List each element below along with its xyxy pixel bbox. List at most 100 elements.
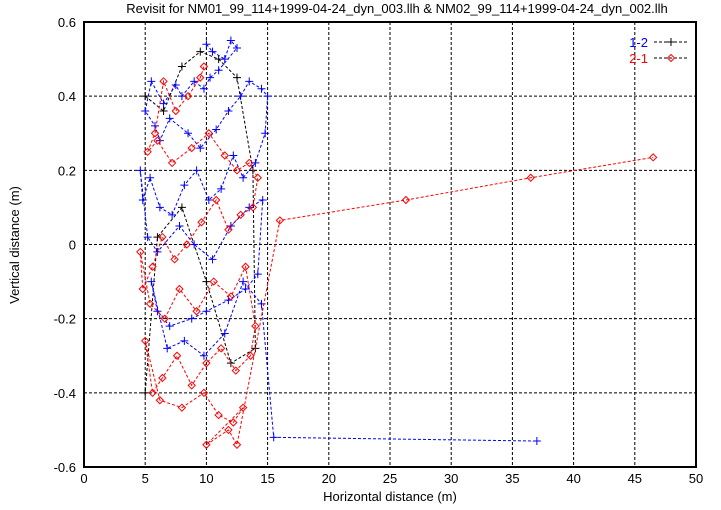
data-point [233, 43, 241, 52]
data-point [158, 232, 167, 242]
data-point [239, 173, 248, 182]
y-tick-label: 0.2 [58, 163, 76, 178]
data-point [199, 351, 208, 360]
data-point [136, 247, 145, 257]
series-connector [141, 47, 260, 397]
series-1-2 [136, 36, 541, 446]
data-point [150, 121, 159, 130]
data-point [180, 181, 189, 190]
data-point [165, 114, 174, 123]
data-point [196, 144, 205, 153]
data-point [212, 125, 221, 134]
data-point [175, 284, 184, 294]
data-point [163, 344, 172, 353]
data-point [248, 166, 257, 175]
data-point [246, 351, 255, 360]
data-point [231, 366, 240, 375]
data-point [224, 225, 233, 234]
data-point [153, 136, 162, 145]
data-point [211, 195, 221, 205]
data-point [202, 307, 211, 316]
data-point [648, 153, 658, 162]
data-point [148, 262, 157, 271]
y-tick-label: 0.6 [58, 15, 76, 30]
data-point [167, 158, 177, 168]
x-tick-label: 20 [322, 471, 336, 486]
data-point [232, 440, 242, 449]
data-point [171, 81, 180, 90]
data-point [177, 62, 186, 71]
data-point [141, 388, 150, 397]
x-tick-label: 40 [566, 471, 580, 486]
data-point [216, 344, 226, 353]
data-point [145, 299, 155, 309]
data-point [208, 255, 217, 264]
x-tick-label: 35 [505, 471, 519, 486]
data-point [165, 322, 174, 331]
x-tick-label: 45 [628, 471, 642, 486]
data-point [148, 388, 157, 398]
data-point [401, 195, 411, 205]
data-point [202, 358, 211, 368]
data-point [248, 203, 258, 212]
y-axis-label: Vertical distance (m) [7, 186, 22, 304]
data-point [233, 73, 241, 82]
data-point [245, 77, 254, 86]
series-line [139, 39, 537, 442]
data-point [220, 55, 229, 64]
data-point [141, 107, 150, 115]
data-point [143, 233, 152, 242]
data-point [196, 73, 205, 82]
data-point [180, 336, 189, 345]
data-point [224, 425, 233, 435]
data-point [229, 418, 238, 427]
chart-title: Revisit for NM01_99_114+1999-04-24_dyn_0… [126, 1, 668, 16]
data-point [202, 277, 211, 286]
data-point [226, 36, 235, 45]
data-point [177, 403, 187, 412]
data-point [236, 210, 245, 220]
data-point [526, 173, 535, 182]
x-axis-label: Horizontal distance (m) [323, 489, 457, 504]
y-tick-label: -0.4 [54, 386, 76, 401]
data-point [153, 307, 162, 316]
series-line [144, 51, 256, 393]
data-point [236, 92, 245, 101]
data-point [229, 151, 238, 160]
data-point [269, 433, 278, 442]
data-point [155, 203, 164, 212]
data-point [257, 84, 266, 93]
data-point [226, 292, 236, 301]
data-point [143, 147, 152, 156]
data-point [153, 233, 162, 242]
data-point [147, 77, 156, 86]
data-point [171, 106, 181, 116]
data-point [196, 47, 205, 56]
data-point [138, 284, 147, 294]
data-point [138, 196, 147, 204]
data-point [253, 173, 263, 182]
data-point [202, 40, 211, 49]
data-point [245, 158, 254, 168]
legend-marker [667, 38, 675, 46]
data-point [172, 351, 182, 360]
data-point [153, 247, 162, 256]
data-point [170, 255, 179, 264]
y-tick-label: -0.2 [54, 312, 76, 327]
plot-frame [83, 21, 697, 468]
data-point [197, 218, 206, 227]
data-point [241, 262, 250, 271]
data-point [224, 107, 233, 115]
data-point [140, 336, 150, 346]
data-point [232, 166, 242, 175]
data-point [202, 440, 211, 449]
data-point [192, 166, 201, 175]
data-point [159, 77, 168, 86]
data-point [183, 91, 193, 101]
data-point [184, 129, 193, 138]
x-tick-label: 25 [383, 471, 397, 486]
y-tick-label: 0 [69, 238, 76, 253]
data-point [532, 437, 541, 446]
series-line [139, 66, 654, 447]
